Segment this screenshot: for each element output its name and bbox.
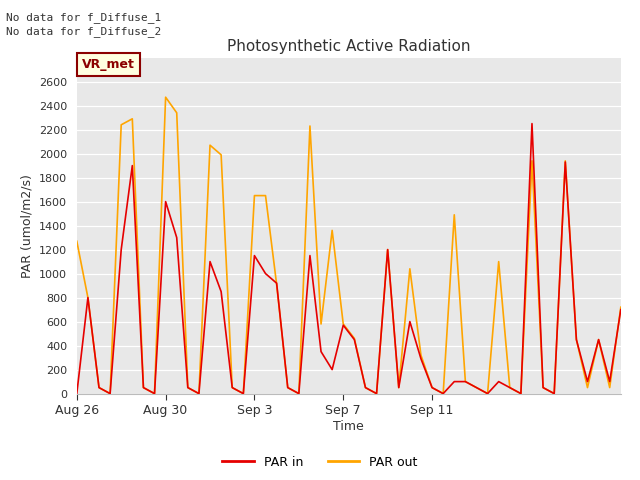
Text: No data for f_Diffuse_2: No data for f_Diffuse_2 bbox=[6, 26, 162, 37]
Y-axis label: PAR (umol/m2/s): PAR (umol/m2/s) bbox=[20, 174, 33, 277]
Legend: PAR in, PAR out: PAR in, PAR out bbox=[218, 451, 422, 474]
Text: VR_met: VR_met bbox=[82, 58, 135, 71]
Title: Photosynthetic Active Radiation: Photosynthetic Active Radiation bbox=[227, 39, 470, 54]
Text: No data for f_Diffuse_1: No data for f_Diffuse_1 bbox=[6, 12, 162, 23]
X-axis label: Time: Time bbox=[333, 420, 364, 433]
